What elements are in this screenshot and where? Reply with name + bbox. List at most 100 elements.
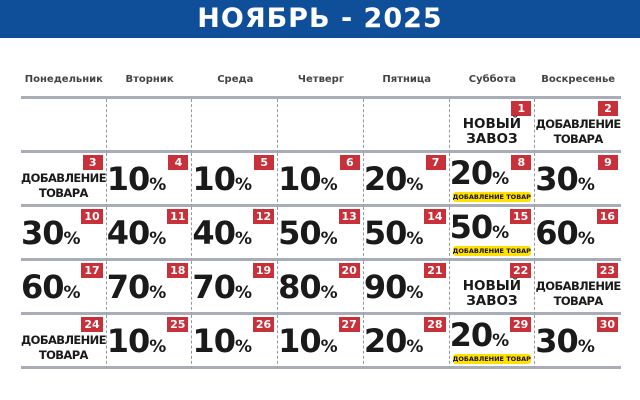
percent-sign: % [492,331,510,351]
restock-tag: ДОБАВЛЕНИЕ ТОВАРА [452,192,532,202]
discount-number: 10 [106,322,151,360]
discount-value: 10% [278,322,338,360]
percent-sign: % [406,337,424,357]
day-cell: 14 50% [363,207,450,261]
day-cell: 12 40% [192,207,279,261]
discount-value: 10% [106,322,167,360]
percent-sign: % [406,283,424,303]
day-cell: 15 50% ДОБАВЛЕНИЕ ТОВАРА [449,207,536,261]
discount-value: 60% [21,268,81,306]
day-number-badge: 18 [167,263,189,278]
day-cell: 17 60% [21,261,107,315]
discount-number: 60 [535,214,579,252]
discount-number: 70 [106,268,151,306]
percent-sign: % [320,283,338,303]
day-number-badge: 29 [509,317,532,332]
empty-cell [192,99,279,153]
day-cell: 6 10% [278,153,364,207]
discount-value: 70% [192,271,252,303]
empty-cell [278,99,364,153]
discount-number: 50 [449,208,494,246]
day-cell: 26 10% [192,315,279,369]
discount-number: 30 [535,322,579,360]
percent-sign: % [149,229,167,249]
day-cell: 10 30% [21,207,107,261]
day-number-badge: 16 [596,209,618,224]
day-cell: 7 20% [363,153,450,207]
day-number-badge: 9 [598,155,618,170]
discount-number: 60 [21,268,65,306]
weekday-label: Четверг [297,74,345,85]
day-cell: 24 ДОБАВЛЕНИЕ ТОВАРА [21,315,107,369]
day-number-badge: 25 [167,317,189,332]
discount-number: 20 [363,322,408,360]
day-number-badge: 6 [339,155,360,170]
day-number-badge: 5 [254,155,275,170]
discount-number: 20 [449,154,494,192]
discount-value: 60% [535,214,595,252]
day-number-badge: 10 [81,209,103,224]
percent-sign: % [149,175,167,195]
day-number-badge: 20 [338,263,360,278]
weekday-label: Суббота [468,74,517,85]
discount-value: 30% [535,322,595,360]
day-number-badge: 3 [82,155,103,170]
day-cell: 25 10% [106,315,193,369]
percent-sign: % [406,229,424,249]
day-cell: 19 70% [192,261,279,315]
discount-value: 20% [364,163,424,195]
discount-value: 10% [107,163,167,195]
day-cell: 29 20% ДОБАВЛЕНИЕ ТОВАРА [449,315,536,369]
day-cell: 3 ДОБАВЛЕНИЕ ТОВАРА [21,153,107,207]
percent-sign: % [406,175,424,195]
discount-number: 90 [363,268,408,306]
discount-value: 20% [363,322,424,360]
day-cell: 27 10% [278,315,364,369]
discount-value: 70% [106,268,167,306]
day-number-badge: 7 [425,155,446,170]
day-cell: 23 ДОБАВЛЕНИЕ ТОВАРА [535,261,621,315]
day-number-badge: 4 [168,155,189,170]
day-number-badge: 12 [252,209,275,224]
empty-cell [21,99,107,153]
day-number-badge: 14 [424,209,446,224]
percent-sign: % [234,229,252,249]
event-label: ДОБАВЛЕНИЕ ТОВАРА [21,333,106,362]
event-label: ДОБАВЛЕНИЕ ТОВАРА [21,171,106,200]
percent-sign: % [63,229,81,249]
percent-sign: % [320,229,338,249]
day-cell: 30 30% [535,315,621,369]
day-cell: 8 20% ДОБАВЛЕНИЕ ТОВАРА [449,153,536,207]
weekday-label: Вторник [125,74,174,85]
day-number-badge: 26 [252,317,275,332]
discount-number: 80 [278,268,322,306]
restock-tag: ДОБАВЛЕНИЕ ТОВАРА [452,246,532,256]
discount-number: 10 [278,322,322,360]
discount-value: 10% [192,325,252,357]
percent-sign: % [149,337,167,357]
empty-cell [363,99,450,153]
day-number-badge: 21 [424,263,446,278]
day-number-badge: 11 [167,209,189,224]
discount-value: 50% [364,217,424,249]
day-cell: 2 ДОБАВЛЕНИЕ ТОВАРА [535,99,621,153]
weekday-header: Понедельник Вторник Среда Четверг Пятница Суб… [21,74,621,85]
discount-number: 50 [278,214,322,252]
day-number-badge: 27 [338,317,360,332]
calendar-grid: 1 НОВЫЙ ЗАВОЗ 2 ДОБАВЛЕНИЕ ТОВАРА 3 ДОБАВЛЕНИ… [21,96,621,369]
discount-value: 20% [449,154,510,192]
day-cell: 1 НОВЫЙ ЗАВОЗ [449,99,536,153]
day-number-badge: 19 [252,263,275,278]
day-number-badge: 22 [509,263,532,278]
empty-cell [106,99,193,153]
day-cell: 11 40% [106,207,193,261]
discount-value: 40% [192,217,252,249]
day-number-badge: 15 [509,209,532,224]
percent-sign: % [320,175,338,195]
percent-sign: % [234,175,252,195]
event-label: НОВЫЙ ЗАВОЗ [462,278,522,309]
percent-sign: % [149,283,167,303]
discount-number: 30 [535,160,579,198]
discount-value: 50% [449,208,510,246]
weekday-label: Воскресенье [541,74,616,85]
